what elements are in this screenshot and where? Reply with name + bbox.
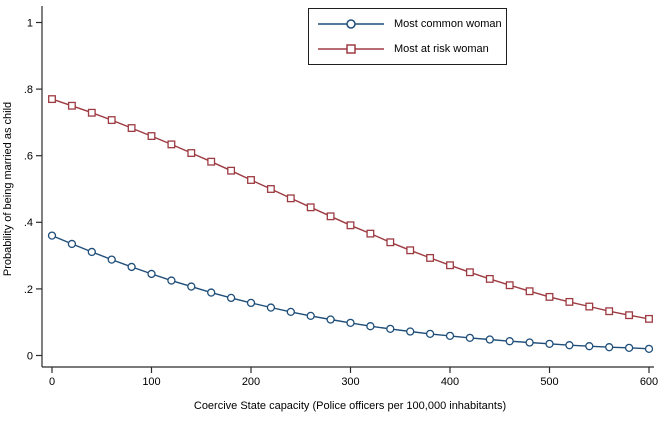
x-axis-title: Coercive State capacity (Police officers… — [194, 400, 506, 412]
y-tick-label: 0 — [27, 350, 33, 362]
y-tick-label: .2 — [24, 284, 33, 296]
data-point-marker — [306, 311, 315, 321]
x-tick-label: 0 — [49, 376, 55, 388]
data-point-marker — [187, 149, 196, 157]
data-point-marker — [624, 343, 634, 352]
data-point-marker — [147, 269, 156, 279]
y-axis-title: Probability of being married as child — [2, 102, 14, 276]
data-point-marker — [127, 124, 136, 133]
data-point-marker — [565, 297, 574, 306]
data-point-marker — [47, 231, 57, 240]
data-point-marker — [445, 331, 455, 341]
data-point-marker — [187, 282, 196, 291]
data-point-marker — [227, 166, 236, 175]
data-point-marker — [346, 318, 355, 328]
data-point-marker — [346, 221, 355, 230]
data-point-marker — [465, 268, 474, 277]
data-point-marker — [286, 194, 295, 203]
data-point-marker — [207, 288, 216, 297]
data-point-marker — [406, 246, 415, 255]
data-point-marker — [645, 314, 653, 323]
data-point-marker — [525, 338, 534, 347]
x-tick-label: 500 — [540, 376, 558, 388]
x-tick-label: 100 — [142, 376, 160, 388]
x-tick-label: 300 — [341, 376, 359, 388]
y-tick-label: .6 — [24, 151, 33, 163]
data-point-marker — [247, 176, 255, 184]
data-point-marker — [585, 302, 594, 311]
data-point-marker — [605, 307, 614, 316]
data-point-marker — [446, 261, 454, 270]
data-point-marker — [386, 238, 395, 247]
data-point-marker — [485, 335, 494, 344]
data-point-marker — [386, 324, 395, 334]
data-point-marker — [426, 253, 435, 262]
data-point-marker — [465, 333, 475, 343]
data-point-marker — [286, 307, 295, 317]
data-point-marker — [107, 255, 116, 264]
data-point-marker — [505, 281, 514, 290]
axes-group: 0 .2 .4 .6 .8 1 0 100 200 300 400 500 600 — [24, 6, 658, 388]
data-point-marker — [266, 185, 275, 193]
line-circle-marker-icon — [318, 19, 384, 29]
legend-label: Most at risk woman — [394, 42, 489, 55]
data-point-marker — [87, 108, 96, 117]
legend-item-most-at-risk-woman: Most at risk woman — [318, 39, 506, 59]
data-point-marker — [585, 342, 594, 351]
legend-label: Most common woman — [394, 17, 502, 30]
data-point-marker — [127, 262, 136, 272]
data-point-marker — [545, 292, 554, 301]
data-point-marker — [525, 287, 534, 296]
data-point-marker — [625, 311, 634, 320]
data-point-marker — [406, 327, 415, 336]
data-point-marker — [565, 341, 574, 350]
x-tick-label: 600 — [640, 376, 658, 388]
legend-item-most-common-woman: Most common woman — [318, 14, 506, 34]
y-tick-label: .8 — [24, 84, 33, 96]
x-tick-label: 400 — [441, 376, 459, 388]
legend: Most common woman Most at risk woman — [308, 8, 507, 65]
data-point-marker — [207, 157, 216, 166]
data-point-marker — [167, 276, 176, 285]
data-point-marker — [48, 95, 56, 104]
data-point-marker — [226, 293, 236, 303]
data-point-marker — [67, 239, 77, 249]
data-point-marker — [246, 298, 256, 308]
data-point-marker — [147, 132, 156, 141]
x-tick-label: 200 — [242, 376, 260, 388]
data-point-marker — [366, 229, 375, 238]
data-point-marker — [87, 247, 96, 257]
series-group — [47, 95, 654, 353]
y-tick-label: 1 — [27, 17, 33, 29]
legend-marker — [346, 19, 356, 29]
data-point-marker — [167, 140, 176, 149]
data-point-marker — [266, 303, 276, 312]
data-point-marker — [485, 274, 494, 283]
legend-marker — [346, 44, 356, 54]
data-point-marker — [306, 203, 315, 212]
data-point-marker — [545, 339, 554, 348]
data-point-marker — [326, 315, 335, 324]
series-square — [48, 95, 653, 323]
data-point-marker — [505, 337, 514, 346]
line-square-marker-icon — [318, 44, 384, 54]
series-line — [51, 98, 650, 320]
data-point-marker — [326, 212, 335, 221]
data-point-marker — [107, 116, 116, 125]
data-point-marker — [644, 344, 654, 353]
series-line — [51, 234, 650, 350]
y-tick-label: .4 — [24, 217, 33, 229]
data-point-marker — [67, 101, 76, 110]
data-point-marker — [605, 343, 614, 352]
data-point-marker — [366, 322, 375, 331]
data-point-marker — [425, 329, 435, 339]
series-circle — [47, 231, 654, 353]
